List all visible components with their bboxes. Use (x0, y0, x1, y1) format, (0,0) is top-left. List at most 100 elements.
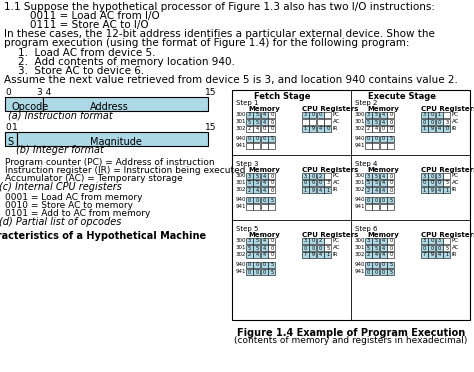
Text: 5: 5 (271, 198, 273, 202)
FancyBboxPatch shape (254, 187, 261, 193)
Text: 5: 5 (374, 119, 378, 125)
Text: 0: 0 (390, 126, 392, 131)
Text: Figure 1.3  Characteristics of a Hypothetical Machine: Figure 1.3 Characteristics of a Hypothet… (0, 231, 207, 241)
Text: AC: AC (452, 245, 459, 250)
Text: 940: 940 (236, 136, 246, 141)
FancyBboxPatch shape (310, 252, 317, 258)
Text: 1.1 Suppose the hypothetical processor of Figure 1.3 also has two I/O instructio: 1.1 Suppose the hypothetical processor o… (4, 2, 435, 12)
FancyBboxPatch shape (302, 112, 309, 118)
Text: 3: 3 (304, 173, 307, 179)
FancyBboxPatch shape (310, 238, 317, 244)
Text: 0: 0 (382, 263, 385, 267)
FancyBboxPatch shape (325, 187, 331, 193)
Text: Memory: Memory (248, 167, 280, 173)
FancyBboxPatch shape (317, 180, 324, 186)
FancyBboxPatch shape (421, 187, 428, 193)
Text: 0: 0 (438, 119, 441, 125)
Text: Step 1: Step 1 (236, 100, 258, 106)
Text: 0: 0 (430, 238, 434, 244)
FancyBboxPatch shape (268, 136, 275, 142)
FancyBboxPatch shape (317, 187, 324, 193)
Text: 0111 = Store AC to I/O: 0111 = Store AC to I/O (4, 20, 149, 30)
FancyBboxPatch shape (373, 252, 380, 258)
FancyBboxPatch shape (380, 119, 387, 125)
Text: 0: 0 (311, 173, 315, 179)
FancyBboxPatch shape (373, 269, 380, 275)
Text: 5: 5 (374, 112, 378, 118)
Text: Opcode: Opcode (12, 102, 49, 112)
Text: 300: 300 (236, 173, 246, 178)
FancyBboxPatch shape (268, 238, 275, 244)
Text: 3.  Store AC to device 6.: 3. Store AC to device 6. (18, 66, 144, 76)
Text: 5: 5 (367, 246, 370, 250)
FancyBboxPatch shape (365, 173, 372, 179)
FancyBboxPatch shape (444, 112, 450, 118)
Text: 4: 4 (263, 246, 266, 250)
Text: 0: 0 (311, 180, 315, 186)
Text: 302: 302 (355, 187, 365, 192)
Text: IR: IR (333, 252, 338, 257)
Text: 0: 0 (430, 112, 434, 118)
Text: 301: 301 (355, 180, 365, 185)
Text: 0: 0 (248, 269, 251, 275)
FancyBboxPatch shape (310, 187, 317, 193)
Text: 0: 0 (423, 180, 426, 186)
Text: 3: 3 (327, 180, 329, 186)
FancyBboxPatch shape (310, 112, 317, 118)
FancyBboxPatch shape (246, 143, 253, 149)
FancyBboxPatch shape (380, 204, 387, 210)
Text: 5: 5 (255, 246, 258, 250)
Text: 0: 0 (311, 238, 315, 244)
Text: 0: 0 (5, 88, 11, 97)
FancyBboxPatch shape (421, 245, 428, 251)
Text: 5: 5 (446, 180, 448, 186)
FancyBboxPatch shape (380, 252, 387, 258)
FancyBboxPatch shape (421, 180, 428, 186)
Text: (d) Partial list of opcodes: (d) Partial list of opcodes (0, 217, 121, 227)
Text: AC: AC (452, 119, 459, 124)
FancyBboxPatch shape (388, 180, 394, 186)
FancyBboxPatch shape (421, 252, 428, 258)
Text: 1: 1 (304, 126, 307, 131)
Text: 5: 5 (271, 137, 273, 141)
FancyBboxPatch shape (261, 180, 268, 186)
Text: 0: 0 (311, 112, 315, 118)
FancyBboxPatch shape (365, 112, 372, 118)
Text: 4: 4 (255, 253, 258, 257)
Text: CPU Registers: CPU Registers (302, 232, 358, 238)
Text: S: S (7, 137, 13, 147)
FancyBboxPatch shape (436, 173, 443, 179)
FancyBboxPatch shape (380, 197, 387, 203)
FancyBboxPatch shape (246, 245, 253, 251)
FancyBboxPatch shape (380, 245, 387, 251)
FancyBboxPatch shape (246, 187, 253, 193)
FancyBboxPatch shape (261, 187, 268, 193)
Text: 0: 0 (263, 269, 266, 275)
FancyBboxPatch shape (261, 143, 268, 149)
Text: 5: 5 (446, 246, 448, 250)
FancyBboxPatch shape (261, 245, 268, 251)
FancyBboxPatch shape (436, 187, 443, 193)
FancyBboxPatch shape (302, 245, 309, 251)
Text: 4: 4 (255, 126, 258, 131)
Text: 5: 5 (255, 173, 258, 179)
Text: 1.  Load AC from device 5.: 1. Load AC from device 5. (18, 48, 155, 58)
Text: 0: 0 (271, 112, 273, 118)
Text: 301: 301 (236, 180, 246, 185)
FancyBboxPatch shape (261, 173, 268, 179)
FancyBboxPatch shape (261, 126, 268, 132)
Text: 0: 0 (374, 263, 378, 267)
Text: 0: 0 (311, 246, 315, 250)
Text: program execution (using the format of Figure 1.4) for the following program:: program execution (using the format of F… (4, 38, 410, 48)
FancyBboxPatch shape (317, 119, 324, 125)
Text: 5: 5 (271, 269, 273, 275)
FancyBboxPatch shape (302, 126, 309, 132)
Text: 4: 4 (438, 187, 441, 192)
Text: 1: 1 (12, 123, 18, 132)
Text: 0: 0 (304, 246, 307, 250)
Text: IR: IR (452, 187, 457, 192)
Text: Program counter (PC) = Address of instruction: Program counter (PC) = Address of instru… (5, 158, 215, 167)
Text: 302: 302 (236, 126, 246, 131)
FancyBboxPatch shape (268, 269, 275, 275)
Text: IR: IR (333, 187, 338, 192)
